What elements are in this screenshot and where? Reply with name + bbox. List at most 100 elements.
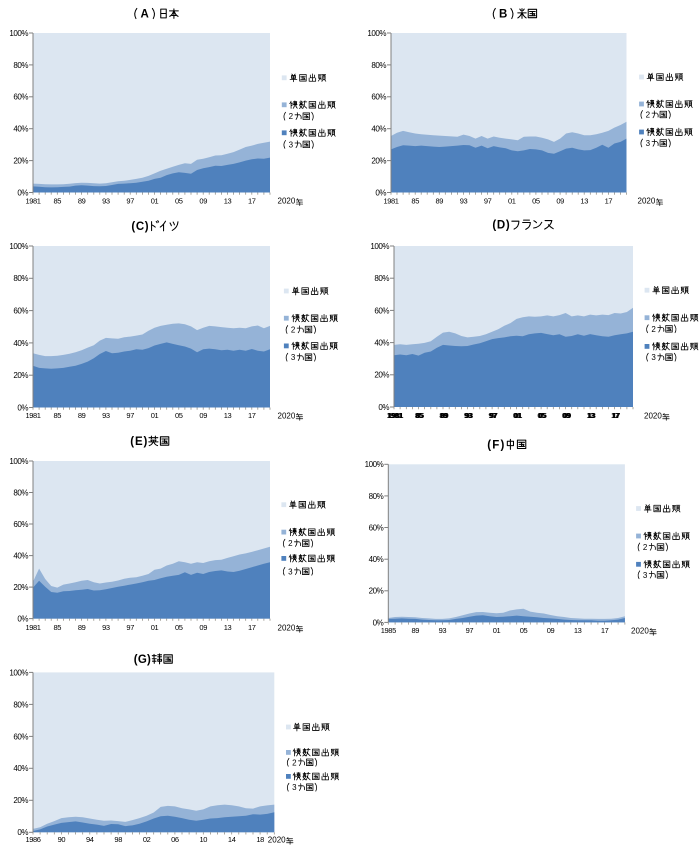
svg-text:2020: 2020 [278,411,296,420]
svg-text:94: 94 [86,835,94,844]
svg-text:1981: 1981 [25,623,40,632]
svg-text:): ) [501,439,505,451]
svg-text:97: 97 [490,411,498,420]
svg-text:05: 05 [537,411,545,420]
svg-text:13: 13 [574,626,582,635]
svg-text:3: 3 [288,567,293,576]
svg-text:97: 97 [126,623,134,632]
svg-text:2020: 2020 [638,197,656,206]
svg-text:17: 17 [611,411,619,420]
svg-text:20%: 20% [13,583,28,592]
svg-text:93: 93 [465,411,473,420]
svg-text:13: 13 [224,197,232,206]
svg-text:2: 2 [289,112,294,121]
svg-text:01: 01 [151,197,159,206]
svg-text:2020: 2020 [268,835,286,844]
svg-text:E: E [135,436,143,448]
svg-text:17: 17 [248,197,256,206]
svg-text:93: 93 [102,623,110,632]
svg-text:2020: 2020 [278,623,296,632]
svg-text:20%: 20% [369,587,384,596]
svg-text:13: 13 [580,197,588,206]
svg-text:85: 85 [416,411,424,420]
svg-text:14: 14 [228,835,236,844]
svg-text:01: 01 [151,411,159,420]
svg-text:97: 97 [488,411,496,420]
svg-text:3: 3 [291,353,296,362]
svg-text:): ) [144,436,148,448]
svg-text:90: 90 [58,835,66,844]
svg-text:17: 17 [612,411,620,420]
svg-text:40%: 40% [13,552,28,561]
svg-text:80%: 80% [369,492,384,501]
svg-text:40%: 40% [371,125,386,134]
svg-text:93: 93 [464,411,472,420]
svg-text:80%: 80% [13,61,28,70]
svg-text:G: G [138,654,147,666]
svg-text:3: 3 [289,140,294,149]
svg-text:13: 13 [586,411,594,420]
svg-text:100%: 100% [9,668,28,677]
svg-text:80%: 80% [13,700,28,709]
svg-text:93: 93 [102,197,110,206]
svg-text:D: D [497,220,505,232]
svg-text:09: 09 [562,411,570,420]
svg-text:1981: 1981 [25,411,40,420]
svg-text:(: ( [130,436,134,448]
svg-text:01: 01 [493,626,501,635]
svg-text:): ) [506,220,510,232]
svg-text:B: B [499,9,507,21]
svg-text:17: 17 [601,626,609,635]
svg-text:85: 85 [54,623,62,632]
svg-text:89: 89 [439,411,447,420]
svg-text:05: 05 [539,411,547,420]
svg-text:0%: 0% [17,828,28,837]
svg-text:93: 93 [102,411,110,420]
svg-text:60%: 60% [374,306,389,315]
svg-text:85: 85 [415,411,423,420]
svg-text:80%: 80% [13,488,28,497]
svg-text:97: 97 [126,411,134,420]
svg-text:0%: 0% [17,188,28,197]
svg-text:2: 2 [291,326,296,335]
svg-text:3: 3 [292,783,297,792]
svg-text:F: F [492,439,499,451]
svg-text:17: 17 [605,197,613,206]
svg-text:97: 97 [489,411,497,420]
svg-text:10: 10 [200,835,208,844]
svg-text:60%: 60% [371,93,386,102]
svg-text:60%: 60% [13,732,28,741]
svg-text:89: 89 [78,197,86,206]
svg-text:85: 85 [54,197,62,206]
svg-text:09: 09 [563,411,571,420]
svg-text:05: 05 [175,623,183,632]
svg-text:100%: 100% [367,29,386,38]
svg-text:13: 13 [224,623,232,632]
svg-text:40%: 40% [13,764,28,773]
svg-text:(: ( [492,220,496,232]
svg-text:20%: 20% [374,371,389,380]
svg-text:): ) [147,654,151,666]
svg-text:13: 13 [588,411,596,420]
svg-text:40%: 40% [13,125,28,134]
svg-text:85: 85 [416,411,424,420]
svg-text:2: 2 [643,543,648,552]
svg-text:80%: 80% [13,274,28,283]
svg-text:80%: 80% [374,274,389,283]
svg-text:2: 2 [288,539,293,548]
svg-text:2020: 2020 [278,197,296,206]
svg-text:A: A [140,9,148,21]
svg-text:93: 93 [460,197,468,206]
svg-text:2020: 2020 [644,411,662,420]
svg-text:17: 17 [248,623,256,632]
svg-text:97: 97 [484,197,492,206]
svg-text:18: 18 [256,835,264,844]
svg-text:20%: 20% [13,371,28,380]
svg-text:89: 89 [436,197,444,206]
svg-text:89: 89 [78,411,86,420]
svg-text:01: 01 [513,411,521,420]
svg-text:06: 06 [171,835,179,844]
svg-text:20%: 20% [13,157,28,166]
svg-text:3: 3 [643,571,648,580]
svg-text:): ) [145,221,149,233]
